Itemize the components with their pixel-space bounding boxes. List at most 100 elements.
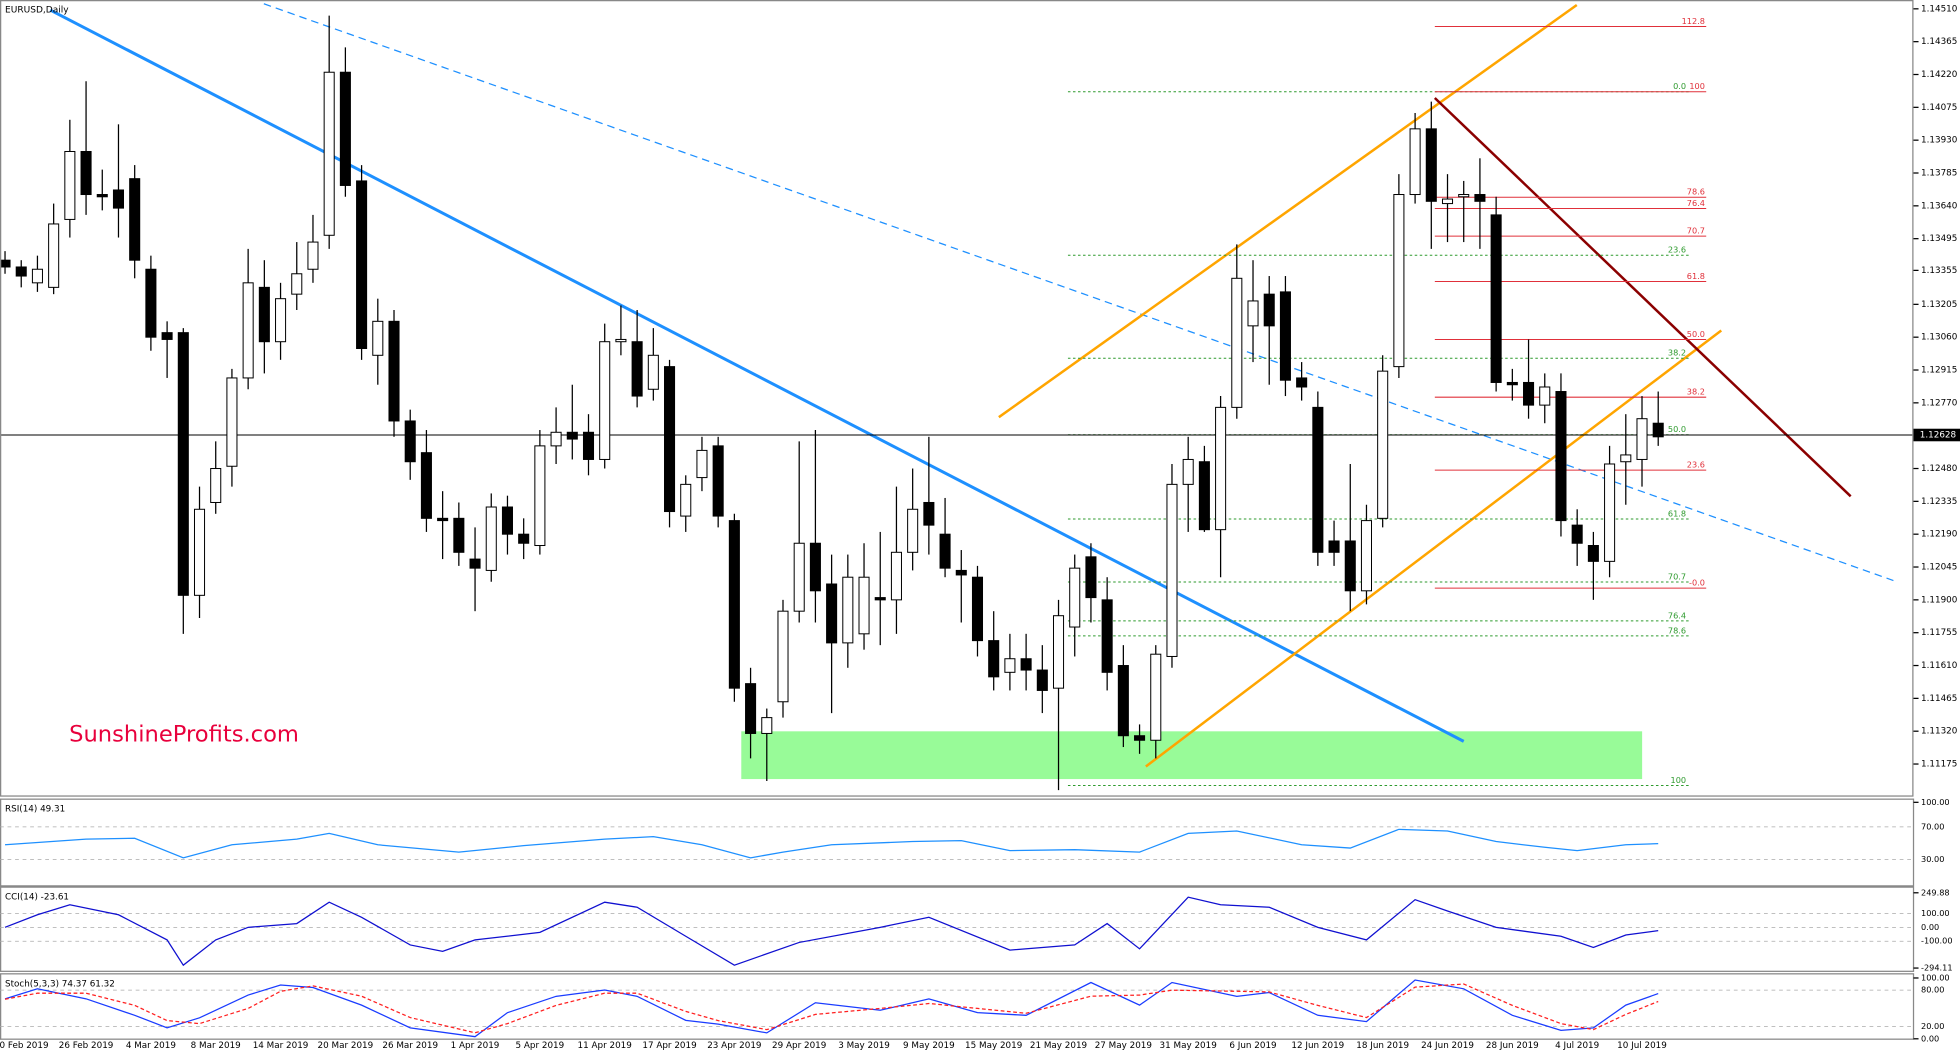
x-tick-label: 23 Apr 2019	[707, 1041, 761, 1051]
fib-label: 100	[1671, 775, 1687, 785]
candle-body	[129, 178, 141, 261]
x-tick-label: 18 Jun 2019	[1356, 1041, 1409, 1051]
candle-body	[955, 569, 967, 576]
x-tick-label: 12 Jun 2019	[1291, 1041, 1344, 1051]
fib-label: 76.4	[1668, 610, 1686, 620]
candle-body	[615, 338, 627, 343]
y-tick-label: 1.14365	[1921, 37, 1957, 47]
y-tick-label: 1.14510	[1921, 4, 1957, 14]
candle-body	[761, 717, 773, 734]
candle-body	[64, 150, 76, 220]
candle-body	[177, 332, 189, 596]
candle-body	[842, 576, 854, 644]
y-tick-label: 0.00	[1921, 1033, 1939, 1043]
candle-body	[339, 71, 351, 186]
y-tick-label: 1.13930	[1921, 136, 1957, 146]
fib-label: 61.8	[1668, 508, 1686, 518]
fib-label: 70.7	[1687, 226, 1705, 236]
candle-body	[356, 180, 368, 350]
main-panel-border	[0, 0, 1914, 797]
candle-body	[1377, 370, 1389, 519]
candle-body	[31, 268, 43, 284]
candle-body	[809, 542, 821, 592]
current-price-label: 1.12628	[1920, 431, 1956, 441]
candle-body	[1425, 128, 1437, 202]
candle-body	[226, 377, 238, 467]
fib-label: 70.7	[1668, 571, 1686, 581]
indicator-line	[4, 983, 1659, 1034]
fib-label: 78.6	[1668, 625, 1686, 635]
candle-body	[534, 445, 546, 547]
candle-body	[728, 520, 740, 689]
y-tick-label: 100.00	[1921, 797, 1950, 807]
candle-body	[923, 501, 935, 526]
candle-body	[291, 273, 303, 295]
candle-body	[826, 583, 838, 644]
candle-body	[745, 683, 757, 734]
y-tick-label: 100.00	[1921, 908, 1950, 918]
y-tick-label: 1.11610	[1921, 661, 1957, 671]
fib-label: 112.8	[1682, 16, 1705, 26]
fib-label: 23.6	[1687, 460, 1705, 470]
candle-body	[1490, 214, 1502, 383]
fib-label: 38.2	[1687, 387, 1705, 397]
candle-body	[1263, 293, 1275, 327]
x-tick-label: 15 May 2019	[965, 1041, 1022, 1051]
candle-body	[1182, 458, 1194, 485]
x-tick-label: 11 Apr 2019	[578, 1041, 632, 1051]
candle-body	[1279, 291, 1291, 381]
candle-body	[874, 597, 886, 601]
y-tick-label: 1.12770	[1921, 398, 1957, 408]
candle-body	[1328, 540, 1340, 553]
candle-body	[1539, 386, 1551, 406]
candle-body	[501, 506, 513, 535]
channel-upper	[998, 4, 1578, 419]
y-tick-label: 1.13495	[1921, 234, 1957, 244]
y-tick-label: 1.12480	[1921, 464, 1957, 474]
y-tick-label: 1.11900	[1921, 595, 1957, 605]
candle-body	[680, 483, 692, 517]
candle-body	[1587, 545, 1599, 562]
y-tick-label: 1.12190	[1921, 530, 1957, 540]
candle-body	[1506, 381, 1518, 386]
y-tick-label: 1.13205	[1921, 300, 1957, 310]
candle-body	[1247, 300, 1259, 327]
candle-body	[1344, 540, 1356, 592]
candle-body	[80, 150, 92, 196]
x-tick-label: 10 Jul 2019	[1617, 1041, 1667, 1051]
candle-body	[1052, 615, 1065, 689]
fib-label: 0.0	[1673, 81, 1686, 91]
x-tick-label: 9 May 2019	[903, 1041, 955, 1051]
candle-body	[988, 640, 1000, 678]
candle-body	[96, 194, 108, 198]
candle-body	[1555, 391, 1567, 522]
x-tick-label: 1 Apr 2019	[451, 1041, 500, 1051]
current-price-tag	[1913, 428, 1960, 442]
indicator-panel	[0, 886, 1915, 972]
fib-label: -0.0	[1689, 578, 1705, 588]
x-tick-label: 6 Jun 2019	[1229, 1041, 1276, 1051]
candle-body	[647, 354, 659, 390]
fib-label: 100	[1689, 81, 1705, 91]
candle-body	[1166, 483, 1178, 657]
trend-line	[49, 8, 1465, 743]
x-tick-label: 3 May 2019	[838, 1041, 890, 1051]
fib-label: 50.0	[1687, 329, 1705, 339]
y-tick-label: 30.00	[1921, 854, 1944, 864]
y-tick-label: 20.00	[1921, 1021, 1944, 1031]
x-tick-label: 5 Apr 2019	[516, 1041, 565, 1051]
y-tick-label: 1.13355	[1921, 266, 1957, 276]
candle-body	[469, 558, 481, 569]
candle-body	[518, 533, 530, 544]
x-tick-label: 4 Mar 2019	[126, 1041, 176, 1051]
candle-body	[631, 341, 643, 397]
y-tick-label: 1.11465	[1921, 694, 1957, 704]
candle-body	[210, 468, 222, 503]
candle-body	[145, 268, 157, 338]
y-tick-label: 1.13060	[1921, 333, 1957, 343]
candle-body	[971, 576, 984, 642]
x-tick-label: 29 Apr 2019	[772, 1041, 826, 1051]
candle-body	[712, 445, 724, 517]
candle-body	[258, 286, 270, 343]
